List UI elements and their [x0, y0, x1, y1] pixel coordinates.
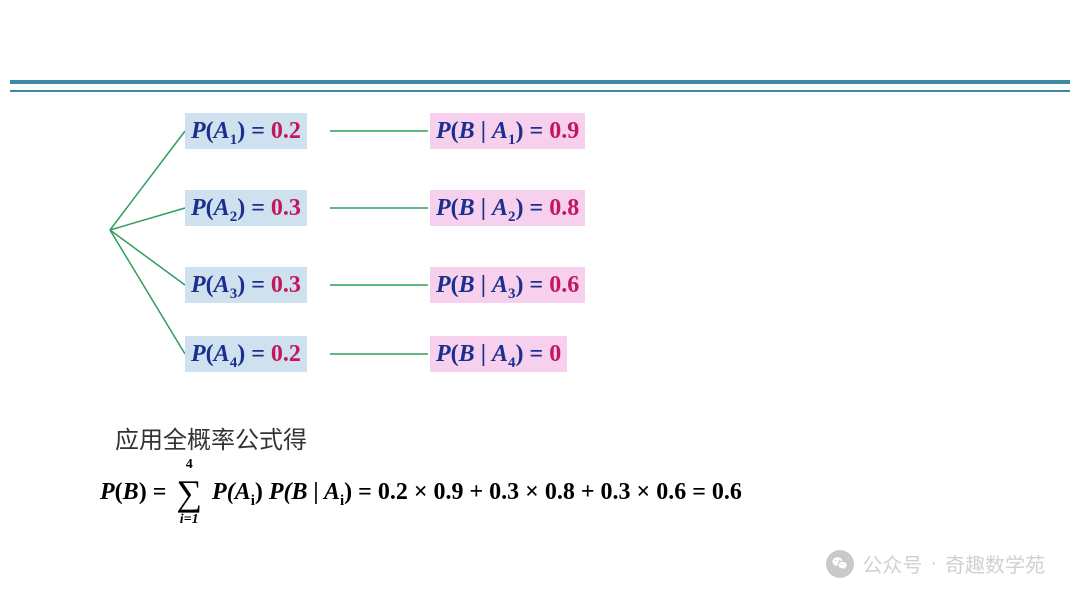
eq-3: =: [692, 479, 712, 505]
cond-prob-B-given-A4: P(B | A4) = 0: [430, 336, 567, 372]
prior-prob-A1: P(A1) = 0.2: [185, 113, 307, 149]
sum-term-prior: P(Ai): [212, 479, 269, 505]
sum-term-cond: P(B | Ai): [269, 479, 352, 505]
prior-prob-A2: P(A2) = 0.3: [185, 190, 307, 226]
tree-connectors: [0, 0, 1080, 608]
branch-line-A3: [110, 230, 185, 285]
formula-lhs: P(B): [100, 479, 153, 505]
cond-prob-B-given-A3: P(B | A3) = 0.6: [430, 267, 585, 303]
formula-result: 0.6: [712, 479, 742, 505]
branch-line-A1: [110, 131, 185, 230]
cond-prob-B-given-A1: P(B | A1) = 0.9: [430, 113, 585, 149]
cond-prob-B-given-A2: P(B | A2) = 0.8: [430, 190, 585, 226]
caption-text: 应用全概率公式得: [115, 427, 307, 454]
branch-line-A2: [110, 208, 185, 230]
wechat-icon: [826, 550, 854, 578]
branch-line-A4: [110, 230, 185, 354]
watermark-name: 奇趣数学苑: [945, 549, 1045, 578]
watermark-sep: ·: [930, 552, 937, 575]
summation: 4 ∑ i=1: [176, 475, 202, 512]
watermark: 公众号 · 奇趣数学苑: [826, 549, 1045, 578]
total-probability-formula: P(B) = 4 ∑ i=1 P(Ai) P(B | Ai) = 0.2 × 0…: [100, 475, 742, 512]
prior-prob-A3: P(A3) = 0.3: [185, 267, 307, 303]
eq-1: =: [153, 479, 173, 505]
prior-prob-A4: P(A4) = 0.2: [185, 336, 307, 372]
caption-total-probability: 应用全概率公式得: [115, 420, 307, 455]
formula-expansion: 0.2 × 0.9 + 0.3 × 0.8 + 0.3 × 0.6: [378, 479, 686, 505]
watermark-prefix: 公众号: [862, 549, 922, 578]
eq-2: =: [358, 479, 378, 505]
